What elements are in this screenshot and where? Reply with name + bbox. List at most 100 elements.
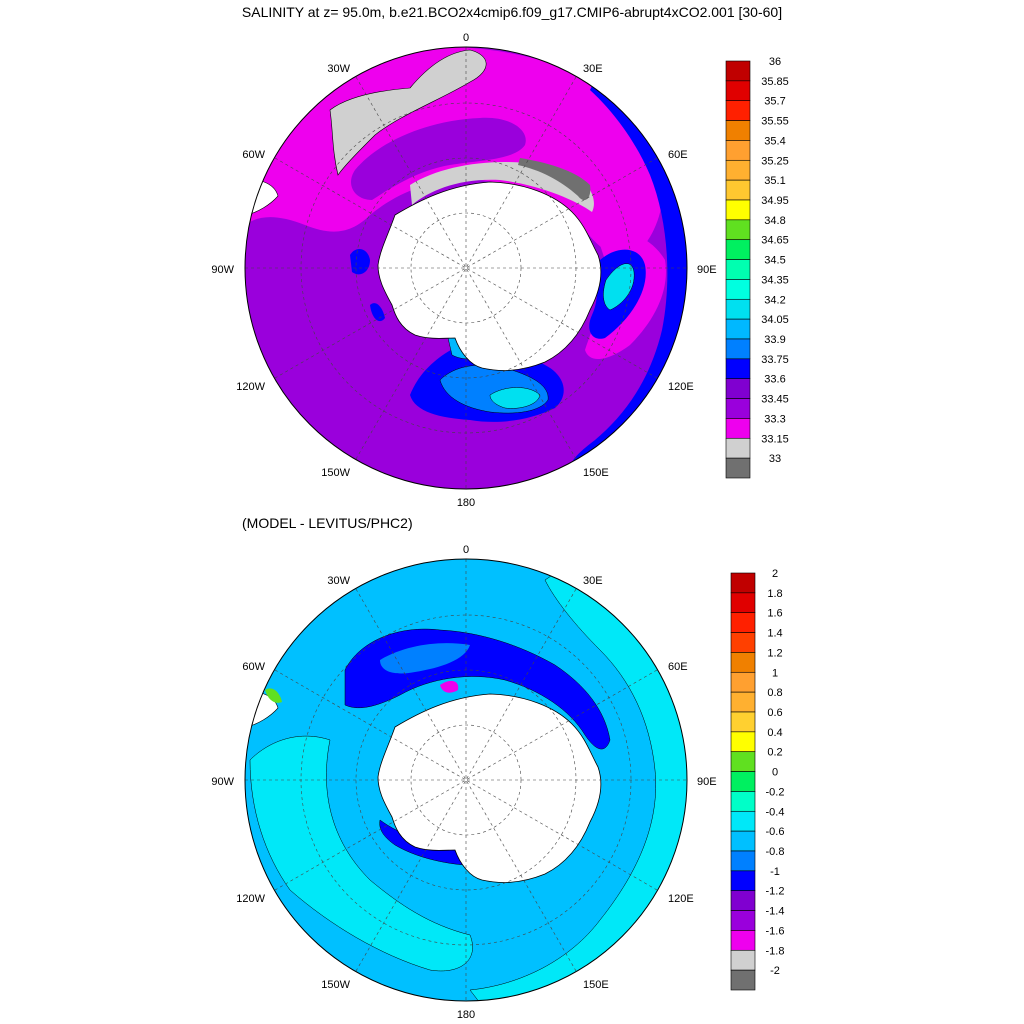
colorbar-label: 33.15 bbox=[761, 433, 789, 445]
diff-region-green-tip bbox=[265, 688, 282, 703]
colorbar-label: -1 bbox=[770, 866, 780, 878]
lon-label: 120W bbox=[236, 893, 265, 905]
colorbar-label: 35.25 bbox=[761, 155, 789, 167]
colorbar-label: 34.95 bbox=[761, 195, 789, 207]
lon-label: 150W bbox=[321, 979, 350, 991]
colorbar-label: 35.4 bbox=[764, 135, 785, 147]
difference-colorbar: 2 1.8 1.6 1.4 1.2 1 0.8 0.6 0.4 0.2 0 -0.2 -0.4 -0.6 -… bbox=[730, 568, 785, 991]
map-border bbox=[244, 46, 688, 490]
colorbar-label: 34.2 bbox=[764, 294, 785, 306]
lon-label: 30E bbox=[583, 575, 603, 587]
lon-label: 90E bbox=[697, 776, 717, 788]
colorbar-label: -0.6 bbox=[766, 826, 785, 838]
salinity-region-cyan-ross bbox=[489, 387, 541, 409]
graticule bbox=[245, 47, 687, 489]
colorbar-swatch bbox=[725, 418, 751, 439]
colorbar-swatch bbox=[725, 378, 751, 399]
diff-region-magenta-coastal bbox=[440, 680, 459, 693]
colorbar-swatch bbox=[730, 711, 756, 733]
colorbar-swatch bbox=[730, 791, 756, 812]
colorbar-swatch bbox=[725, 80, 751, 102]
colorbar-swatch bbox=[725, 120, 751, 141]
salinity-region-violet-tongue bbox=[351, 117, 526, 200]
colorbar-swatch bbox=[730, 751, 756, 772]
salinity-map: 0 30E 60E 90E 120E 150E 180 150W 120W 90… bbox=[211, 32, 788, 509]
colorbar-swatch bbox=[725, 298, 751, 320]
colorbar-label: 1.8 bbox=[767, 588, 782, 600]
diff-region-lightcyan-east bbox=[469, 569, 687, 1001]
colorbar-label: 34.05 bbox=[761, 314, 789, 326]
colorbar-swatch bbox=[725, 179, 751, 201]
colorbar-swatch bbox=[730, 949, 756, 971]
lon-label: 120E bbox=[668, 381, 694, 393]
colorbar-swatch bbox=[725, 457, 751, 479]
colorbar-label: 34.8 bbox=[764, 215, 785, 227]
colorbar-label: 34.35 bbox=[761, 274, 789, 286]
colorbar-swatch bbox=[730, 850, 756, 872]
colorbar-swatch bbox=[725, 318, 751, 340]
difference-map: 0 30E 60E 90E 120E 150E 180 150W 120W 90… bbox=[211, 544, 784, 1021]
colorbar-swatch bbox=[730, 969, 756, 991]
salinity-region-darkgrey-coastal bbox=[518, 158, 591, 201]
lon-label: 60E bbox=[668, 661, 688, 673]
colorbar-swatch bbox=[725, 358, 751, 380]
colorbar-swatch bbox=[730, 870, 756, 892]
colorbar-label: 1.4 bbox=[767, 628, 782, 640]
colorbar-swatch bbox=[730, 671, 756, 693]
lon-label: 180 bbox=[457, 497, 475, 509]
salinity-region-cyan-90e bbox=[603, 263, 635, 311]
lon-label: 120E bbox=[668, 893, 694, 905]
lon-label: 150E bbox=[583, 467, 609, 479]
colorbar-label: 0.4 bbox=[767, 727, 782, 739]
colorbar-label: 0 bbox=[772, 767, 778, 779]
colorbar-label: 34.5 bbox=[764, 255, 785, 267]
lon-label: 120W bbox=[236, 381, 265, 393]
lon-label: 90E bbox=[697, 264, 717, 276]
colorbar-swatch bbox=[730, 910, 756, 931]
colorbar-label: -1.2 bbox=[766, 886, 785, 898]
colorbar-swatch bbox=[725, 159, 751, 181]
colorbar-swatch bbox=[725, 100, 751, 121]
colorbar-swatch bbox=[725, 239, 751, 260]
colorbar-label: 33.75 bbox=[761, 354, 789, 366]
colorbar-swatch bbox=[730, 930, 756, 951]
colorbar-swatch bbox=[730, 890, 756, 911]
colorbar-label: 0.6 bbox=[767, 707, 782, 719]
colorbar-label: -2 bbox=[770, 965, 780, 977]
lon-label: 0 bbox=[463, 544, 469, 556]
antarctica-landmass bbox=[377, 693, 602, 883]
colorbar-label: 0.2 bbox=[767, 747, 782, 759]
colorbar-label: 2 bbox=[772, 568, 778, 580]
colorbar-swatch bbox=[725, 60, 751, 82]
colorbar-label: 35.85 bbox=[761, 76, 789, 88]
colorbar-label: 1.2 bbox=[767, 647, 782, 659]
plot-title: SALINITY at z= 95.0m, b.e21.BCO2x4cmip6.… bbox=[241, 4, 783, 20]
colorbar-swatch bbox=[730, 810, 756, 832]
colorbar-label: 1.6 bbox=[767, 608, 782, 620]
lon-labels: 0 30E 60E 90E 120E 150E 180 150W 120W 90… bbox=[211, 544, 716, 1021]
colorbar-swatch bbox=[725, 398, 751, 419]
diff-region-lightcyan-west bbox=[249, 735, 473, 972]
colorbar-swatch bbox=[730, 592, 756, 614]
lon-label: 60W bbox=[242, 661, 265, 673]
antarctica-landmass bbox=[377, 181, 602, 371]
colorbar-label: 33 bbox=[769, 453, 781, 465]
lon-label: 150E bbox=[583, 979, 609, 991]
lon-label: 30E bbox=[583, 63, 603, 75]
colorbar-swatch bbox=[725, 437, 751, 459]
colorbar-swatch bbox=[725, 140, 751, 161]
colorbar-swatch bbox=[725, 199, 751, 221]
colorbar-label: -0.4 bbox=[766, 806, 785, 818]
colorbar-label: 0.8 bbox=[767, 687, 782, 699]
colorbar-label: 36 bbox=[769, 56, 781, 68]
salinity-colorbar: 36 35.85 35.7 35.55 35.4 35.25 35.1 34.95 34.8 34… bbox=[725, 56, 789, 479]
lon-label: 60E bbox=[668, 149, 688, 161]
colorbar-label: 35.1 bbox=[764, 175, 785, 187]
colorbar-swatch bbox=[725, 279, 751, 300]
lon-label: 30W bbox=[327, 575, 350, 587]
lon-label: 0 bbox=[463, 32, 469, 44]
diff-region-midblue-weddell bbox=[380, 643, 470, 674]
lon-labels: 0 30E 60E 90E 120E 150E 180 150W 120W 90… bbox=[211, 32, 716, 509]
lon-label: 90W bbox=[211, 776, 234, 788]
